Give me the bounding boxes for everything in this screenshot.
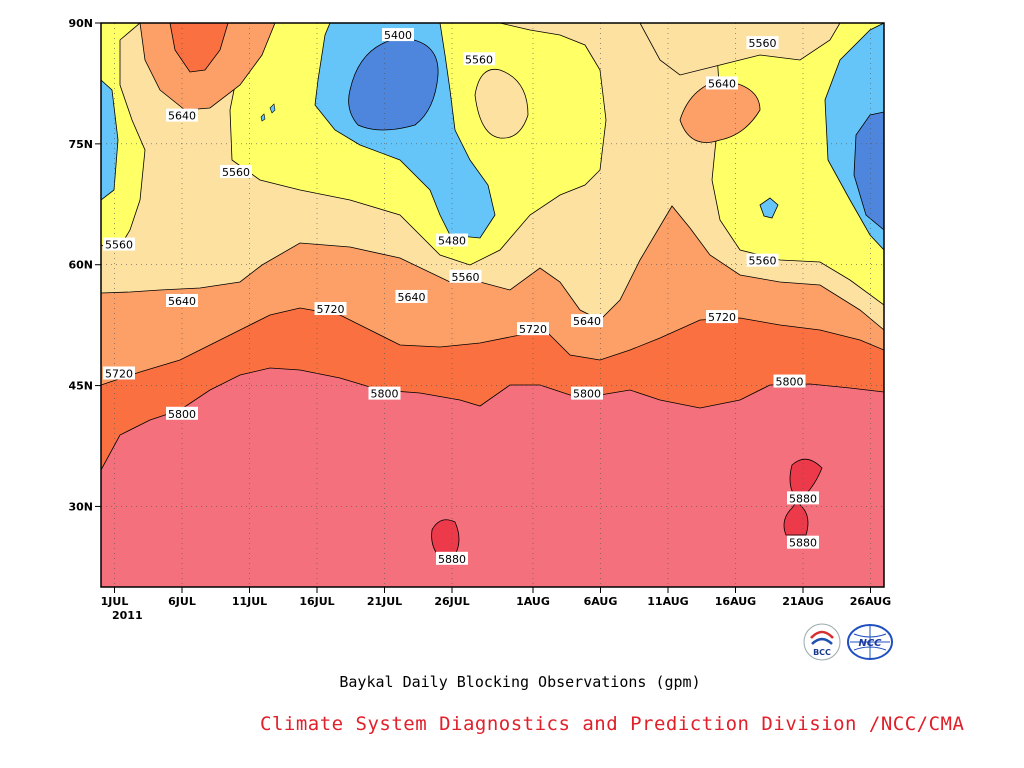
y-tick-label: 60N xyxy=(68,259,93,272)
svg-text:5560: 5560 xyxy=(452,271,480,284)
x-tick-label: 1AUG xyxy=(516,595,550,608)
contour-label: 5640 xyxy=(706,76,738,90)
contour-label: 5800 xyxy=(773,374,806,389)
band-5560-5640-pocket-1 xyxy=(474,68,529,139)
svg-text:5720: 5720 xyxy=(519,323,547,336)
credit-line: Climate System Diagnostics and Predictio… xyxy=(260,713,965,735)
contour-label: 5560 xyxy=(103,237,135,252)
x-tick-label: 21JUL xyxy=(367,595,402,608)
contour-label: 5800 xyxy=(166,406,198,421)
band-above-5880-cell-1 xyxy=(431,519,460,556)
svg-text:5880: 5880 xyxy=(789,492,817,505)
contour-label: 5480 xyxy=(436,233,468,248)
contour-fields xyxy=(101,23,884,587)
ncc-logo-text: NCC xyxy=(858,638,882,649)
svg-text:5400: 5400 xyxy=(384,29,412,42)
contour-label: 5880 xyxy=(787,491,819,505)
ncc-logo: NCC xyxy=(846,622,894,662)
svg-text:5560: 5560 xyxy=(222,166,250,179)
svg-text:5560: 5560 xyxy=(105,239,133,252)
svg-text:5640: 5640 xyxy=(398,291,426,304)
contour-labels: 5400 5560 5560 5640 5640 5560 5560 5480 5560 5560… xyxy=(103,28,819,566)
band-5720-5800-north xyxy=(169,23,229,73)
svg-text:5720: 5720 xyxy=(317,303,345,316)
svg-text:5880: 5880 xyxy=(438,553,466,566)
contour-label: 5720 xyxy=(706,310,738,324)
band-5560-5640-pocket-2 xyxy=(639,23,841,76)
x-tick-label: 16JUL xyxy=(299,595,334,608)
svg-text:5640: 5640 xyxy=(168,110,196,123)
band-5400-5480-dot-2 xyxy=(269,103,276,114)
contour-label: 5640 xyxy=(395,289,428,304)
contour-label: 5560 xyxy=(746,253,779,268)
x-tick-label: 6AUG xyxy=(584,595,618,608)
x-tick-label: 26AUG xyxy=(850,595,891,608)
bcc-logo-text: BCC xyxy=(813,648,831,657)
y-tick-label: 30N xyxy=(68,500,93,513)
svg-text:5480: 5480 xyxy=(438,235,466,248)
year-label: 2011 xyxy=(112,609,143,622)
band-below-5400-east xyxy=(853,111,884,231)
band-5400-5480-cell xyxy=(759,197,779,219)
svg-text:5560: 5560 xyxy=(465,53,493,66)
contour-label: 5800 xyxy=(571,386,603,401)
svg-text:5640: 5640 xyxy=(708,77,736,90)
y-tick-label: 90N xyxy=(68,17,93,30)
contour-label: 5400 xyxy=(382,28,414,42)
band-5400-5480-dot-1 xyxy=(260,113,266,122)
contour-label: 5800 xyxy=(368,386,401,401)
y-tick-label: 75N xyxy=(68,138,93,151)
contour-label: 5640 xyxy=(166,108,198,123)
contour-label: 5880 xyxy=(787,535,819,550)
x-tick-label: 11JUL xyxy=(232,595,267,608)
x-tick-label: 26JUL xyxy=(434,595,469,608)
contour-label: 5640 xyxy=(166,293,198,308)
contour-label: 5720 xyxy=(314,302,347,316)
plot-frame xyxy=(100,22,885,588)
band-5800-5880 xyxy=(101,367,884,587)
svg-text:5640: 5640 xyxy=(573,315,601,328)
contour-label: 5560 xyxy=(463,52,495,66)
x-tick-label: 16AUG xyxy=(715,595,756,608)
x-tick-label: 6JUL xyxy=(168,595,196,608)
band-below-5400-center xyxy=(348,37,439,131)
svg-text:5560: 5560 xyxy=(749,37,777,50)
contour-chart: 5400 5560 5560 5640 5640 5560 5560 5480 5560 5560… xyxy=(68,17,891,622)
svg-text:5560: 5560 xyxy=(749,255,777,268)
bcc-logo: BCC xyxy=(802,622,842,662)
x-axis: 1JUL 6JUL 11JUL 16JUL 21JUL 26JUL 1AUG 6AUG 11AU… xyxy=(101,587,891,608)
svg-text:5800: 5800 xyxy=(573,388,601,401)
y-tick-label: 45N xyxy=(68,380,93,393)
svg-text:5800: 5800 xyxy=(776,376,804,389)
contour-label: 5560 xyxy=(449,269,482,284)
contour-label: 5720 xyxy=(517,322,549,336)
contour-label: 5560 xyxy=(220,165,252,179)
y-axis: 30N 45N 60N 75N 90N xyxy=(68,17,101,513)
x-tick-label: 21AUG xyxy=(782,595,823,608)
contour-label: 5720 xyxy=(103,366,135,380)
contour-label: 5880 xyxy=(436,551,468,566)
svg-text:5720: 5720 xyxy=(105,367,133,380)
svg-text:5880: 5880 xyxy=(789,537,817,550)
svg-text:5800: 5800 xyxy=(168,408,196,421)
svg-text:5640: 5640 xyxy=(168,295,196,308)
x-tick-label: 11AUG xyxy=(647,595,688,608)
contour-label: 5640 xyxy=(571,314,603,328)
svg-text:5800: 5800 xyxy=(371,388,399,401)
chart-caption: Baykal Daily Blocking Observations (gpm) xyxy=(339,673,701,691)
band-5640-5720-north-2 xyxy=(679,79,761,143)
x-tick-label: 1JUL xyxy=(101,595,129,608)
svg-text:5720: 5720 xyxy=(708,311,736,324)
contour-label: 5560 xyxy=(746,36,779,50)
band-5400-5480-west xyxy=(101,79,119,201)
